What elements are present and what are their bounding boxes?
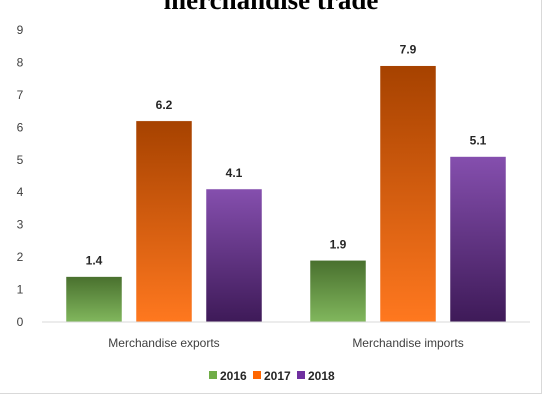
legend-swatch-2018 — [297, 371, 305, 379]
y-tick-label: 2 — [17, 250, 24, 264]
data-label: 7.9 — [400, 43, 417, 57]
data-label: 1.4 — [86, 254, 103, 268]
y-tick-label: 1 — [17, 283, 24, 297]
plot-area: 1.4 6.2 4.1 1.9 7.9 5.1 — [65, 43, 507, 323]
chart-title: merchandise trade — [163, 0, 379, 15]
category-label: Merchandise exports — [108, 336, 219, 350]
bar-2018-1 — [449, 156, 507, 323]
bar-2017-1 — [379, 65, 437, 323]
legend-label-2017: 2017 — [264, 369, 291, 383]
x-axis: Merchandise exports Merchandise imports — [42, 321, 530, 350]
y-tick-label: 0 — [17, 315, 24, 329]
bar-2016-1 — [309, 260, 367, 323]
legend: 2016 2017 2018 — [209, 369, 335, 383]
y-tick-label: 4 — [17, 185, 24, 199]
bar-2018-0 — [205, 188, 263, 323]
y-tick-label: 9 — [17, 23, 24, 37]
legend-swatch-2017 — [253, 371, 261, 379]
y-tick-label: 7 — [17, 88, 24, 102]
y-tick-label: 3 — [17, 218, 24, 232]
bar-2017-0 — [135, 120, 193, 323]
data-label: 6.2 — [156, 98, 173, 112]
y-axis: 0 1 2 3 4 5 6 7 8 9 — [17, 23, 24, 329]
y-tick-label: 6 — [17, 120, 24, 134]
legend-label-2018: 2018 — [308, 369, 335, 383]
legend-label-2016: 2016 — [220, 369, 247, 383]
category-label: Merchandise imports — [352, 336, 463, 350]
data-label: 1.9 — [330, 237, 347, 251]
data-label: 4.1 — [226, 166, 243, 180]
y-tick-label: 5 — [17, 153, 24, 167]
legend-swatch-2016 — [209, 371, 217, 379]
data-label: 5.1 — [470, 134, 487, 148]
y-tick-label: 8 — [17, 55, 24, 69]
bar-2016-0 — [65, 276, 123, 323]
